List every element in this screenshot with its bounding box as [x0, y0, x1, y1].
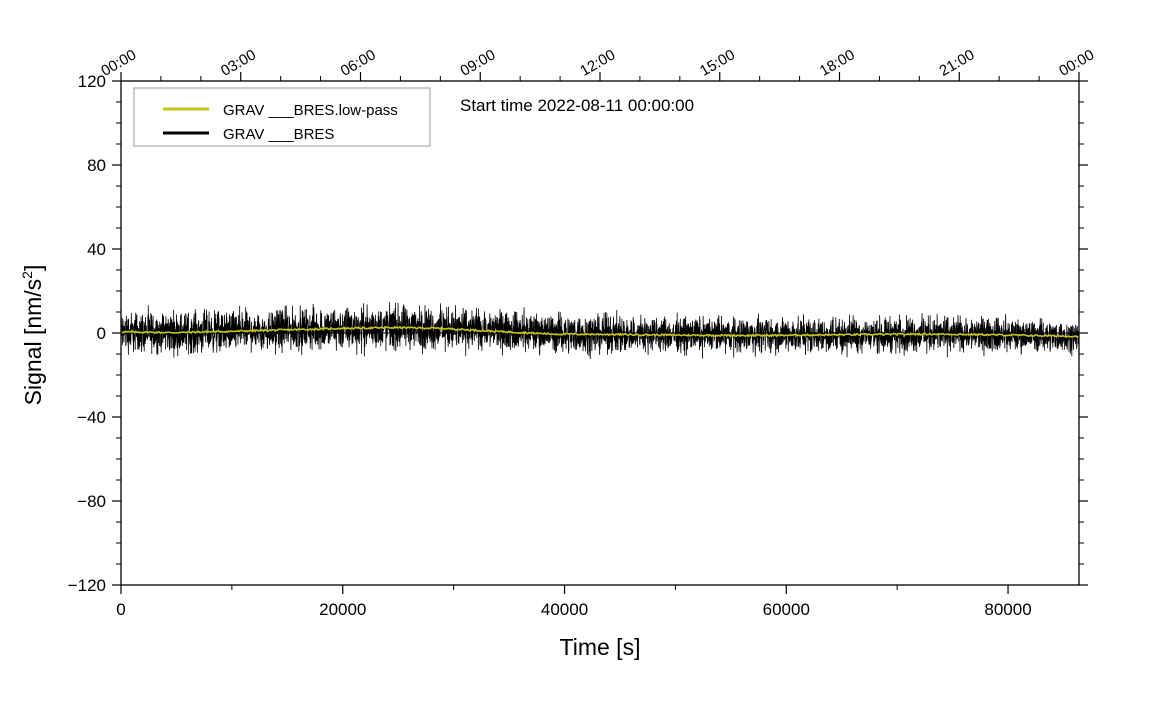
top-tick-label: 09:00 — [457, 46, 498, 79]
legend: GRAV ___BRES.low-pass GRAV ___BRES — [133, 87, 431, 147]
top-tick-label: 03:00 — [218, 46, 259, 79]
y-tick-label: 40 — [87, 240, 106, 259]
x-tick-label: 60000 — [763, 600, 810, 619]
y-axis-label-main: Signal [nm/s — [20, 279, 46, 406]
legend-label-raw: GRAV ___BRES — [223, 126, 334, 143]
y-axis-label-end: ] — [20, 265, 46, 271]
y-tick-label: −40 — [77, 408, 106, 427]
x-tick-label: 20000 — [319, 600, 366, 619]
plot-layer — [120, 302, 1080, 360]
x-tick-label: 40000 — [541, 600, 588, 619]
series-raw-line — [120, 302, 1080, 360]
y-tick-label: −80 — [77, 492, 106, 511]
series-lowpass-line — [120, 325, 1080, 339]
y-tick-label: 80 — [87, 156, 106, 175]
top-tick-label: 00:00 — [98, 46, 139, 79]
start-time-annotation: Start time 2022-08-11 00:00:00 — [460, 96, 694, 115]
x-axis-label: Time [s] — [560, 634, 641, 660]
y-axis-label: Signal [nm/s2] — [19, 265, 46, 406]
top-tick-label: 21:00 — [936, 46, 977, 79]
x-tick-label: 80000 — [984, 600, 1031, 619]
top-tick-label: 15:00 — [697, 46, 738, 79]
legend-label-lowpass: GRAV ___BRES.low-pass — [223, 102, 398, 119]
top-tick-label: 00:00 — [1056, 46, 1097, 79]
top-tick-label: 06:00 — [338, 46, 379, 79]
top-tick-label: 18:00 — [817, 46, 858, 79]
y-tick-label: 0 — [97, 324, 106, 343]
y-tick-label: −120 — [68, 576, 106, 595]
top-tick-label: 12:00 — [577, 46, 618, 79]
y-tick-label: 120 — [78, 72, 106, 91]
y-axis-label-superscript: 2 — [19, 271, 35, 279]
x-tick-label: 0 — [116, 600, 125, 619]
legend-box — [133, 87, 431, 147]
